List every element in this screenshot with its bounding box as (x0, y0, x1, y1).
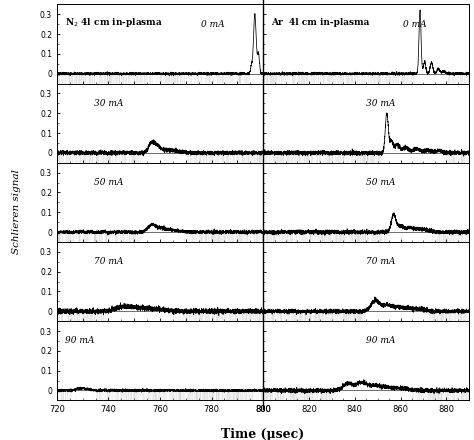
Text: 0 mA: 0 mA (403, 19, 427, 29)
Text: Ar  4l cm in-plasma: Ar 4l cm in-plasma (271, 18, 370, 27)
Text: 90 mA: 90 mA (366, 336, 395, 345)
Text: Time (μsec): Time (μsec) (221, 428, 305, 440)
Text: 70 mA: 70 mA (94, 257, 123, 266)
Text: 90 mA: 90 mA (65, 336, 94, 345)
Text: N$_2$ 4l cm in-plasma: N$_2$ 4l cm in-plasma (65, 16, 163, 29)
Text: 30 mA: 30 mA (366, 99, 395, 108)
Text: 0 mA: 0 mA (201, 19, 225, 29)
Text: 30 mA: 30 mA (94, 99, 123, 108)
Text: Schlieren signal: Schlieren signal (12, 169, 21, 253)
Text: 50 mA: 50 mA (366, 178, 395, 187)
Text: 50 mA: 50 mA (94, 178, 123, 187)
Text: 70 mA: 70 mA (366, 257, 395, 266)
